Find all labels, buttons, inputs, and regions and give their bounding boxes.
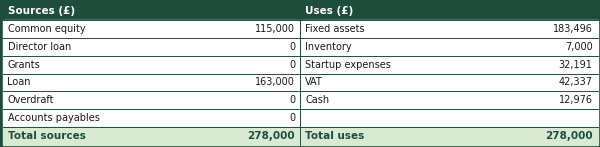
Text: 32,191: 32,191: [559, 60, 593, 70]
Bar: [2, 56, 598, 74]
Text: Common equity: Common equity: [7, 24, 85, 34]
Text: 12,976: 12,976: [559, 95, 593, 105]
Text: Director loan: Director loan: [7, 42, 71, 52]
Text: Inventory: Inventory: [305, 42, 352, 52]
Text: Grants: Grants: [7, 60, 40, 70]
Bar: [2, 74, 598, 91]
Text: 0: 0: [289, 95, 295, 105]
Text: Cash: Cash: [305, 95, 329, 105]
Bar: [2, 20, 598, 38]
Text: Total sources: Total sources: [7, 131, 85, 141]
Bar: [2, 127, 598, 145]
Bar: [2, 91, 598, 109]
Text: 278,000: 278,000: [247, 131, 295, 141]
Text: Startup expenses: Startup expenses: [305, 60, 391, 70]
Text: 0: 0: [289, 42, 295, 52]
Text: Total uses: Total uses: [305, 131, 364, 141]
Text: 115,000: 115,000: [255, 24, 295, 34]
Text: 42,337: 42,337: [559, 77, 593, 87]
Text: Accounts payables: Accounts payables: [7, 113, 100, 123]
Text: Overdraft: Overdraft: [7, 95, 54, 105]
Text: 163,000: 163,000: [255, 77, 295, 87]
Text: VAT: VAT: [305, 77, 323, 87]
Text: 7,000: 7,000: [565, 42, 593, 52]
Bar: [2, 2, 598, 20]
Text: 183,496: 183,496: [553, 24, 593, 34]
Text: Fixed assets: Fixed assets: [305, 24, 365, 34]
Text: 0: 0: [289, 113, 295, 123]
Text: 278,000: 278,000: [545, 131, 593, 141]
Text: Loan: Loan: [7, 77, 31, 87]
Text: Uses (£): Uses (£): [305, 6, 353, 16]
Text: 0: 0: [289, 60, 295, 70]
Text: Sources (£): Sources (£): [7, 6, 74, 16]
Bar: [2, 38, 598, 56]
Bar: [2, 109, 598, 127]
